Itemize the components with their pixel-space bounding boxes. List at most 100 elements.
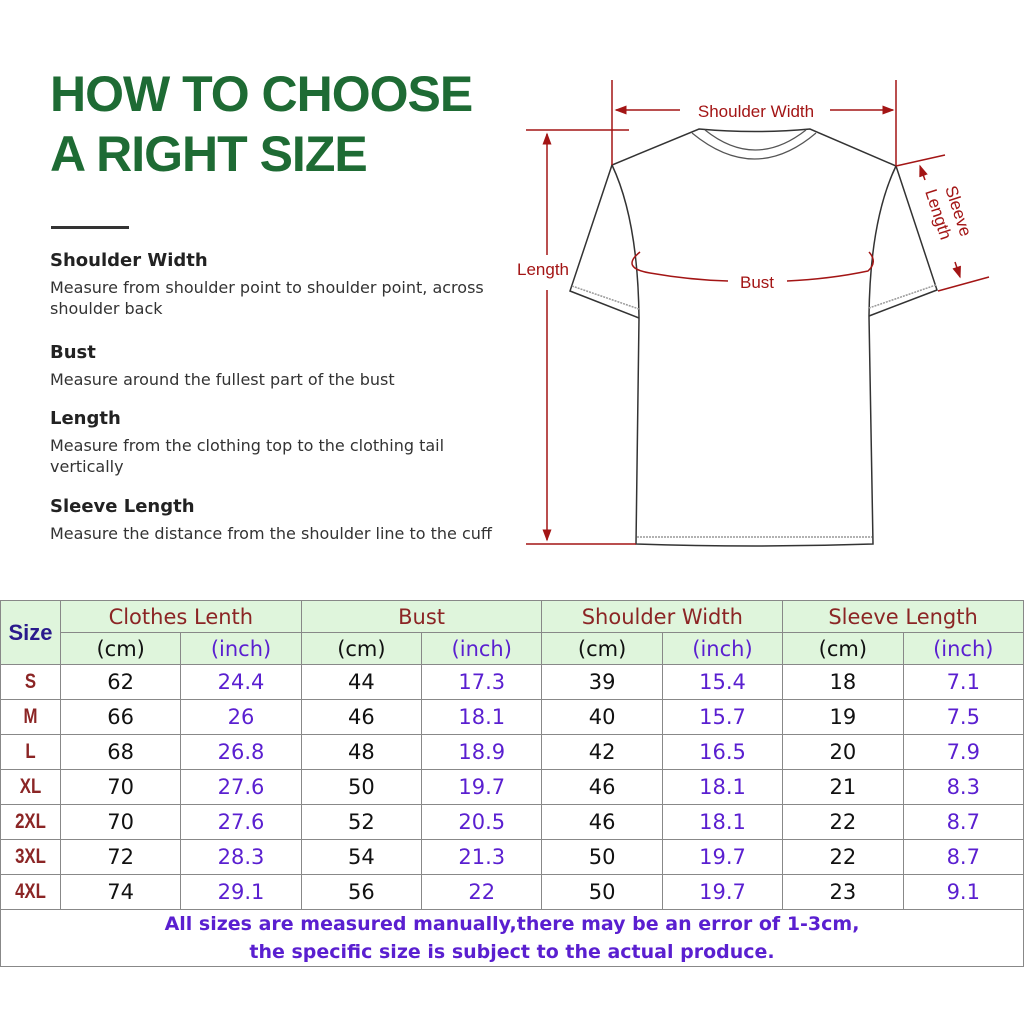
value-cell: 15.7 <box>661 699 784 735</box>
value-cell: 18.1 <box>661 769 784 805</box>
value-cell: 19.7 <box>661 839 784 875</box>
size-cell: M <box>0 699 61 735</box>
group-header: Shoulder Width <box>541 600 784 633</box>
size-cell: 2XL <box>0 804 61 840</box>
size-cell: S <box>0 664 61 700</box>
size-label: L <box>25 740 36 763</box>
value-cell: 50 <box>300 769 423 805</box>
desc-sleeve: Sleeve Length Measure the distance from t… <box>50 496 492 543</box>
desc-bust: Bust Measure around the fullest part of t… <box>50 342 395 389</box>
value-cell: 16.5 <box>661 734 784 770</box>
value-cell: 26 <box>180 699 302 735</box>
size-label: 3XL <box>15 845 46 868</box>
value-cell: 7.5 <box>902 699 1024 735</box>
value-cell: 26.8 <box>180 734 302 770</box>
value-cell: 66 <box>59 699 182 735</box>
size-label: 4XL <box>15 880 46 903</box>
size-label: S <box>24 670 37 693</box>
size-label: 2XL <box>15 810 46 833</box>
value-cell: 44 <box>300 664 423 700</box>
value-cell: 70 <box>59 804 182 840</box>
value-cell: 70 <box>59 769 182 805</box>
group-header: Sleeve Length <box>782 600 1024 633</box>
size-header: Size <box>0 600 61 665</box>
unit-header: (cm) <box>541 632 663 665</box>
value-cell: 18 <box>782 664 904 700</box>
unit-header: (cm) <box>782 632 904 665</box>
value-cell: 17.3 <box>421 664 543 700</box>
value-cell: 40 <box>541 699 663 735</box>
value-cell: 8.7 <box>902 839 1024 875</box>
unit-header: (cm) <box>300 632 423 665</box>
value-cell: 56 <box>300 874 423 910</box>
group-header: Bust <box>300 600 543 633</box>
value-cell: 23 <box>782 874 904 910</box>
size-cell: XL <box>0 769 61 805</box>
value-cell: 46 <box>300 699 423 735</box>
value-cell: 21 <box>782 769 904 805</box>
table-row: M 66 26 46 18.1 40 15.7 19 7.5 <box>0 699 1024 735</box>
value-cell: 24.4 <box>180 664 302 700</box>
value-cell: 52 <box>300 804 423 840</box>
footnote: All sizes are measured manually,there ma… <box>0 909 1024 967</box>
page-title: HOW TO CHOOSE A RIGHT SIZE <box>50 66 473 182</box>
label-bust: Bust <box>740 273 774 292</box>
tshirt-outline <box>610 128 898 547</box>
value-cell: 21.3 <box>421 839 543 875</box>
table-row: 3XL 72 28.3 54 21.3 50 19.7 22 8.7 <box>0 839 1024 875</box>
unit-header: (inch) <box>180 632 302 665</box>
value-cell: 74 <box>59 874 182 910</box>
size-table: Size Clothes Lenth Bust Shoulder Width S… <box>0 600 1024 967</box>
value-cell: 54 <box>300 839 423 875</box>
table-row: 2XL 70 27.6 52 20.5 46 18.1 22 8.7 <box>0 804 1024 840</box>
value-cell: 48 <box>300 734 423 770</box>
value-cell: 68 <box>59 734 182 770</box>
group-header: Clothes Lenth <box>59 600 302 633</box>
size-cell: L <box>0 734 61 770</box>
value-cell: 22 <box>782 804 904 840</box>
size-cell: 4XL <box>0 874 61 910</box>
divider <box>51 226 129 229</box>
size-cell: 3XL <box>0 839 61 875</box>
desc-length: Length Measure from the clothing top to t… <box>50 408 445 476</box>
value-cell: 46 <box>541 804 663 840</box>
label-shoulder-width: Shoulder Width <box>698 102 814 121</box>
value-cell: 18.1 <box>661 804 784 840</box>
table-row: XL 70 27.6 50 19.7 46 18.1 21 8.3 <box>0 769 1024 805</box>
value-cell: 15.4 <box>661 664 784 700</box>
value-cell: 27.6 <box>180 769 302 805</box>
label-length: Length <box>517 260 569 279</box>
value-cell: 50 <box>541 839 663 875</box>
value-cell: 9.1 <box>902 874 1024 910</box>
value-cell: 29.1 <box>180 874 302 910</box>
value-cell: 27.6 <box>180 804 302 840</box>
value-cell: 22 <box>421 874 543 910</box>
desc-shoulder: Shoulder Width Measure from shoulder poin… <box>50 250 484 318</box>
value-cell: 20 <box>782 734 904 770</box>
unit-header: (cm) <box>59 632 182 665</box>
value-cell: 72 <box>59 839 182 875</box>
value-cell: 50 <box>541 874 663 910</box>
unit-header: (inch) <box>902 632 1024 665</box>
value-cell: 46 <box>541 769 663 805</box>
value-cell: 7.9 <box>902 734 1024 770</box>
table-row: S 62 24.4 44 17.3 39 15.4 18 7.1 <box>0 664 1024 700</box>
unit-header: (inch) <box>661 632 784 665</box>
value-cell: 19.7 <box>661 874 784 910</box>
value-cell: 19.7 <box>421 769 543 805</box>
value-cell: 42 <box>541 734 663 770</box>
size-label: XL <box>19 775 42 798</box>
value-cell: 62 <box>59 664 182 700</box>
unit-header: (inch) <box>421 632 543 665</box>
value-cell: 22 <box>782 839 904 875</box>
value-cell: 18.1 <box>421 699 543 735</box>
value-cell: 8.7 <box>902 804 1024 840</box>
value-cell: 19 <box>782 699 904 735</box>
value-cell: 18.9 <box>421 734 543 770</box>
table-row: L 68 26.8 48 18.9 42 16.5 20 7.9 <box>0 734 1024 770</box>
tshirt-diagram: Shoulder Width Length Bust Sleeve Length <box>517 80 990 547</box>
value-cell: 39 <box>541 664 663 700</box>
value-cell: 20.5 <box>421 804 543 840</box>
value-cell: 28.3 <box>180 839 302 875</box>
value-cell: 8.3 <box>902 769 1024 805</box>
